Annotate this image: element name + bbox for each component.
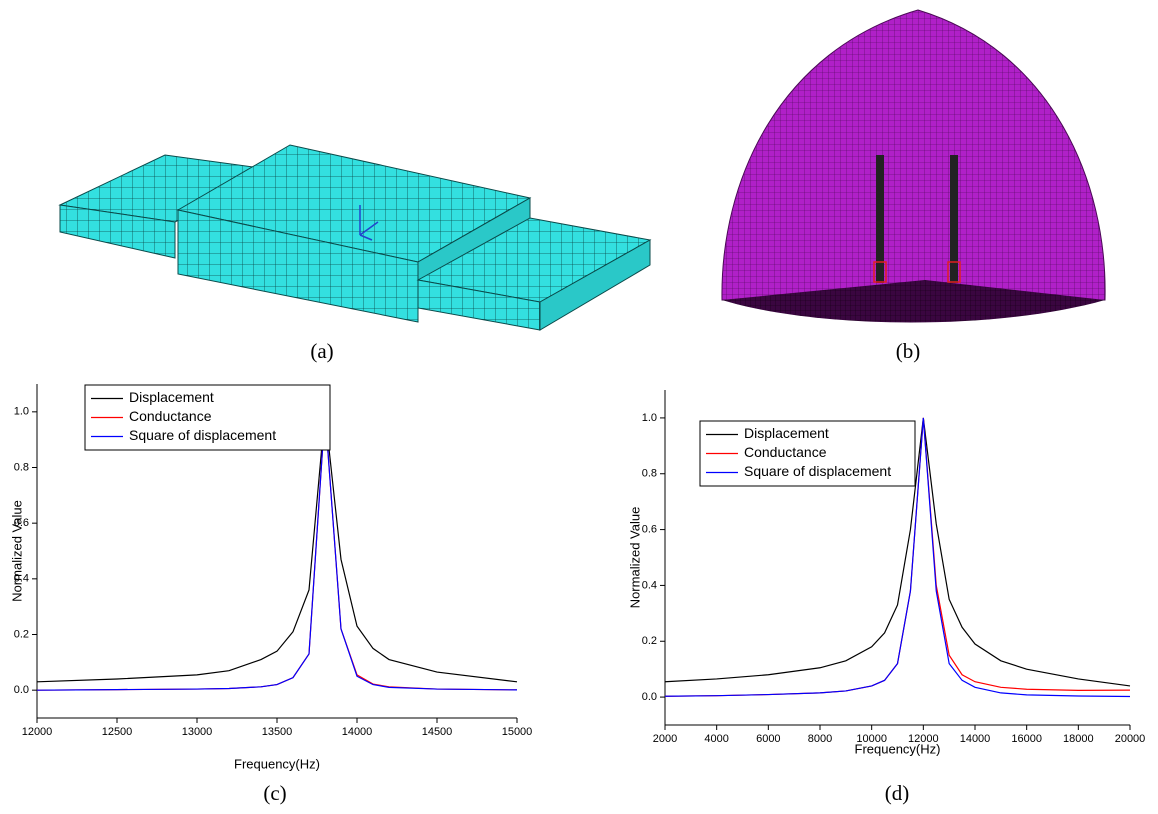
mesh-b — [722, 10, 1105, 323]
y-tick-label: 0.0 — [14, 684, 29, 696]
y-tick-label: 1.0 — [14, 406, 29, 418]
x-tick-label: 12000 — [22, 726, 53, 738]
data-line — [37, 412, 517, 682]
x-tick-label: 2000 — [653, 733, 677, 745]
x-tick-label: 15000 — [502, 726, 533, 738]
x-tick-label: 13500 — [262, 726, 293, 738]
x-tick-label: 16000 — [1011, 733, 1042, 745]
x-tick-label: 13000 — [182, 726, 213, 738]
y-tick-label: 1.0 — [642, 412, 657, 424]
y-tick-label: 0.2 — [14, 628, 29, 640]
legend-label: Square of displacement — [744, 463, 891, 479]
panel-label: (c) — [263, 781, 286, 805]
x-tick-label: 8000 — [808, 733, 832, 745]
panel-label: (d) — [885, 781, 910, 805]
x-axis-title: Frequency(Hz) — [234, 756, 320, 771]
legend-label: Displacement — [129, 389, 214, 405]
x-axis-title: Frequency(Hz) — [855, 741, 941, 756]
legend-label: Displacement — [744, 425, 829, 441]
panel-label: (a) — [310, 339, 333, 363]
y-axis-title: Normalized Value — [9, 500, 24, 602]
figure: (a) (b) (c) (d) 0.0 0.2 0.4 0.6 0.8 1.0 12000 1… — [0, 0, 1158, 814]
mesh-a — [60, 145, 650, 330]
legend-label: Conductance — [129, 408, 212, 424]
y-tick-label: 0.8 — [642, 468, 657, 480]
y-axis-title: Normalized Value — [627, 507, 642, 609]
x-tick-label: 12500 — [102, 726, 133, 738]
x-tick-label: 18000 — [1063, 733, 1094, 745]
x-tick-label: 14500 — [422, 726, 453, 738]
y-tick-label: 0.2 — [642, 635, 657, 647]
x-tick-label: 6000 — [756, 733, 780, 745]
x-tick-label: 4000 — [704, 733, 728, 745]
panel-label: (b) — [896, 339, 921, 363]
x-tick-label: 14000 — [960, 733, 991, 745]
y-tick-label: 0.8 — [14, 461, 29, 473]
y-tick-label: 0.4 — [642, 579, 657, 591]
y-tick-label: 0.6 — [642, 523, 657, 535]
x-tick-label: 20000 — [1115, 733, 1146, 745]
legend-label: Conductance — [744, 444, 827, 460]
data-line — [37, 412, 517, 690]
data-line — [37, 412, 517, 690]
y-tick-label: 0.0 — [642, 691, 657, 703]
x-tick-label: 14000 — [342, 726, 373, 738]
legend-label: Square of displacement — [129, 427, 276, 443]
